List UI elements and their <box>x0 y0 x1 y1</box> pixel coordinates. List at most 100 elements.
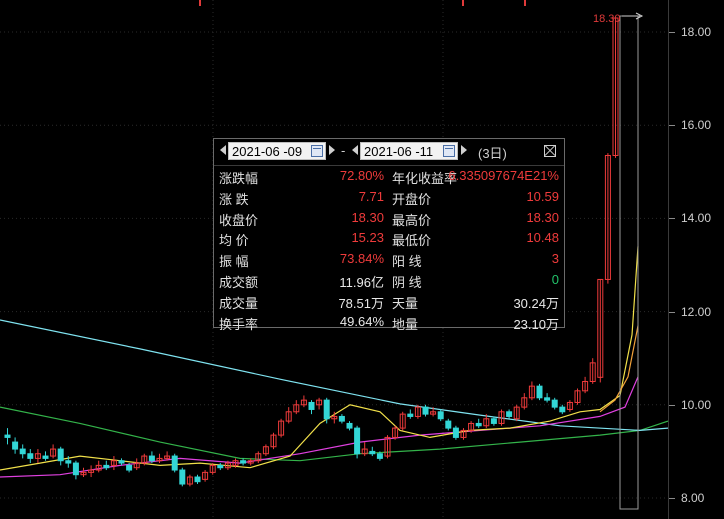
start-prev-arrow-icon[interactable] <box>220 145 226 155</box>
candle <box>399 411 406 431</box>
candle <box>148 451 155 464</box>
stat-value: 0 <box>551 272 559 287</box>
stat-label: 收盘价 <box>219 212 259 228</box>
candle <box>126 463 133 473</box>
stat-label: 换手率 <box>219 316 259 332</box>
candle <box>95 460 102 473</box>
candle-body <box>50 448 57 457</box>
stat-value: 23.10万 <box>513 316 559 332</box>
stats-row: 涨 跌 7.71 开盘价 10.59 <box>214 189 564 210</box>
candle-body <box>88 469 95 473</box>
stat-label: 成交额 <box>219 275 259 290</box>
stat-value: 18.30 <box>526 209 559 225</box>
candle-body <box>354 427 361 455</box>
stat-value: 78.51万 <box>338 295 384 311</box>
candle-body <box>437 411 444 420</box>
start-next-arrow-icon[interactable] <box>329 145 335 155</box>
end-date-picker[interactable]: 2021-06 -11 <box>360 142 458 160</box>
candle-body <box>392 427 399 438</box>
start-date-picker[interactable]: 2021-06 -09 <box>228 142 326 160</box>
stat-value: 10.48 <box>526 230 559 246</box>
candle <box>323 397 330 424</box>
candle-body <box>475 422 482 427</box>
candle-body <box>521 397 528 408</box>
candle <box>209 463 216 475</box>
candle-body <box>528 385 535 399</box>
candle <box>559 404 566 415</box>
candle-body <box>582 381 589 392</box>
stat-label: 振 幅 <box>219 254 249 270</box>
candle <box>308 400 315 415</box>
peak-price-label: 18.30 <box>593 13 621 25</box>
candle <box>612 17 619 158</box>
candle-body <box>262 446 269 455</box>
candle <box>285 407 292 424</box>
stat-value: 7.71 <box>358 188 384 204</box>
stats-row: 涨跌幅 72.80% 年化收益率 6.335097674E21% <box>214 168 564 189</box>
candle-body <box>202 471 209 480</box>
candle-body <box>597 278 604 378</box>
stat-label: 天量 <box>392 295 419 311</box>
candle-body <box>376 453 383 459</box>
candle-body <box>171 455 178 471</box>
candle <box>293 400 300 415</box>
candle-body <box>57 448 64 462</box>
candle <box>589 358 596 384</box>
candle-body <box>422 406 429 415</box>
candle <box>604 153 611 284</box>
end-next-arrow-icon[interactable] <box>461 145 467 155</box>
axis-tick-mark <box>669 498 675 499</box>
candle <box>460 428 467 440</box>
candle-body <box>483 418 490 427</box>
end-prev-arrow-icon[interactable] <box>352 145 358 155</box>
candle-body <box>186 476 193 485</box>
candle <box>597 278 604 383</box>
candle <box>88 465 95 478</box>
candle <box>186 474 193 487</box>
candle-body <box>164 455 171 459</box>
candle-body <box>141 455 148 464</box>
selection-range[interactable] <box>619 12 644 510</box>
axis-tick-label: 8.00 <box>681 491 705 505</box>
candle <box>414 404 421 419</box>
close-icon[interactable] <box>544 145 556 157</box>
candle-body <box>126 464 133 471</box>
candle <box>528 381 535 401</box>
candle-body <box>460 429 467 438</box>
top-tick-marks <box>199 0 526 6</box>
stat-label: 地量 <box>392 316 419 332</box>
candle <box>232 458 239 468</box>
calendar-icon[interactable] <box>311 145 323 157</box>
candle-body <box>384 436 391 457</box>
stat-label: 阴 线 <box>392 275 422 290</box>
candle <box>103 460 110 471</box>
candle-body <box>278 420 285 436</box>
candle <box>452 425 459 440</box>
candle-body <box>490 418 497 424</box>
candle <box>475 418 482 429</box>
candle <box>65 456 72 468</box>
candle <box>361 442 368 457</box>
ma-orange-line <box>599 325 639 413</box>
candle <box>521 393 528 410</box>
candle-body <box>308 401 315 410</box>
candle <box>270 432 277 450</box>
candle-body <box>255 453 262 462</box>
calendar-icon[interactable] <box>443 145 455 157</box>
ma-yellow-line <box>0 246 639 471</box>
candle <box>278 418 285 438</box>
candle-body <box>407 413 414 417</box>
stat-value: 18.30 <box>351 209 384 225</box>
day-count: (3日) <box>478 146 507 161</box>
candle <box>194 474 201 485</box>
candle-body <box>331 415 338 420</box>
stat-label: 最高价 <box>392 212 432 228</box>
candle-body <box>42 455 49 459</box>
candle-body <box>604 154 611 280</box>
axis-tick-label: 18.00 <box>681 25 712 39</box>
candle-body <box>338 415 345 422</box>
axis-tick-mark <box>669 404 675 406</box>
candle-body <box>240 460 247 464</box>
stat-value: 30.24万 <box>513 295 559 311</box>
stat-label: 最低价 <box>392 233 432 249</box>
